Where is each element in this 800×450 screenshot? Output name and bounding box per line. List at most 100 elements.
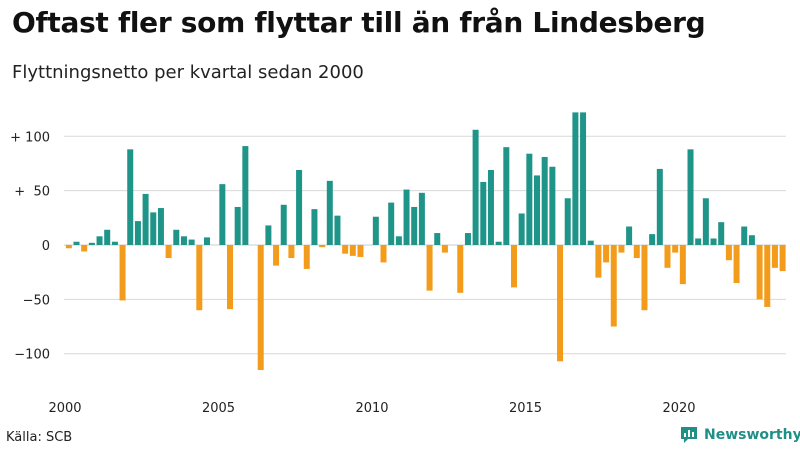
bar xyxy=(702,198,709,245)
bar xyxy=(695,238,702,245)
bar xyxy=(725,245,732,261)
chart-title: Oftast fler som flyttar till än från Lin… xyxy=(12,6,706,39)
bars xyxy=(65,112,786,370)
bar xyxy=(495,241,502,245)
bar xyxy=(434,233,441,245)
bar xyxy=(564,198,571,245)
x-tick-label: 2005 xyxy=(202,401,235,416)
bar xyxy=(380,245,387,263)
bar xyxy=(326,180,333,245)
bar xyxy=(142,193,149,245)
bar xyxy=(656,168,663,245)
bar xyxy=(541,156,548,245)
bar xyxy=(180,236,187,245)
y-tick-label: 0 xyxy=(42,239,50,254)
bar xyxy=(649,234,656,245)
bar xyxy=(303,245,310,269)
bar xyxy=(487,170,494,245)
bar xyxy=(173,229,180,245)
x-tick-label: 2020 xyxy=(662,401,695,416)
bar xyxy=(441,245,448,253)
bar xyxy=(549,166,556,245)
newsworthy-logo-icon xyxy=(681,427,697,443)
bar xyxy=(610,245,617,327)
bar xyxy=(219,184,226,245)
bar xyxy=(388,202,395,245)
bar xyxy=(426,245,433,291)
bar xyxy=(480,181,487,245)
bar xyxy=(764,245,771,307)
x-tick-label: 2010 xyxy=(355,401,388,416)
bar xyxy=(395,236,402,245)
bar xyxy=(311,209,318,245)
bar xyxy=(165,245,172,259)
x-axis-ticks: 2000 2005 2010 2015 2020 xyxy=(48,401,695,416)
brand-name: Newsworthy xyxy=(704,427,800,443)
bar xyxy=(633,245,640,259)
bar xyxy=(572,112,579,245)
bar xyxy=(88,242,95,245)
bar xyxy=(342,245,349,254)
bar xyxy=(741,226,748,245)
bar xyxy=(672,245,679,253)
bar xyxy=(203,237,210,245)
bar xyxy=(641,245,648,311)
bar xyxy=(65,245,72,249)
bar xyxy=(319,245,326,248)
source-note: Källa: SCB xyxy=(6,430,73,445)
brand: Newsworthy xyxy=(680,426,800,444)
bar xyxy=(273,245,280,266)
chart-subtitle: Flyttningsnetto per kvartal sedan 2000 xyxy=(12,62,364,83)
bar xyxy=(718,222,725,245)
y-tick-label: + 50 xyxy=(14,185,50,200)
bar xyxy=(257,245,264,370)
bar xyxy=(534,175,541,245)
bar xyxy=(265,225,272,245)
bar xyxy=(296,170,303,245)
bar xyxy=(104,229,111,245)
x-tick-label: 2015 xyxy=(509,401,542,416)
bar xyxy=(234,206,241,245)
grid-lines xyxy=(64,135,786,355)
bar xyxy=(580,112,587,245)
bar xyxy=(618,245,625,253)
bar xyxy=(626,226,633,245)
bar xyxy=(81,245,88,252)
bar xyxy=(771,245,778,268)
bar xyxy=(157,208,164,245)
bar xyxy=(457,245,464,293)
bar xyxy=(127,149,134,245)
bar xyxy=(403,189,410,245)
bar xyxy=(227,245,234,310)
bar xyxy=(372,216,379,245)
bar xyxy=(242,146,249,245)
bar xyxy=(526,153,533,245)
bar xyxy=(664,245,671,268)
bar xyxy=(150,212,157,245)
bar xyxy=(188,239,195,245)
y-axis-ticks: + 100 + 50 0 −50 −100 xyxy=(10,130,50,362)
bar xyxy=(73,241,80,245)
bar xyxy=(418,192,425,245)
bar xyxy=(411,206,418,245)
y-tick-label: −50 xyxy=(23,293,50,308)
y-tick-label: + 100 xyxy=(10,130,50,145)
bar xyxy=(587,240,594,245)
bar xyxy=(710,238,717,245)
y-tick-label: −100 xyxy=(14,348,50,363)
bar xyxy=(603,245,610,263)
bar xyxy=(733,245,740,284)
bar xyxy=(280,204,287,245)
bar xyxy=(518,213,525,245)
bar xyxy=(510,245,517,288)
bar xyxy=(687,149,694,245)
bar xyxy=(111,241,118,245)
bar xyxy=(779,245,786,272)
x-tick-label: 2000 xyxy=(48,401,81,416)
bar xyxy=(472,129,479,245)
bar xyxy=(748,235,755,245)
bar xyxy=(464,233,471,245)
bar xyxy=(196,245,203,311)
bar xyxy=(288,245,295,259)
